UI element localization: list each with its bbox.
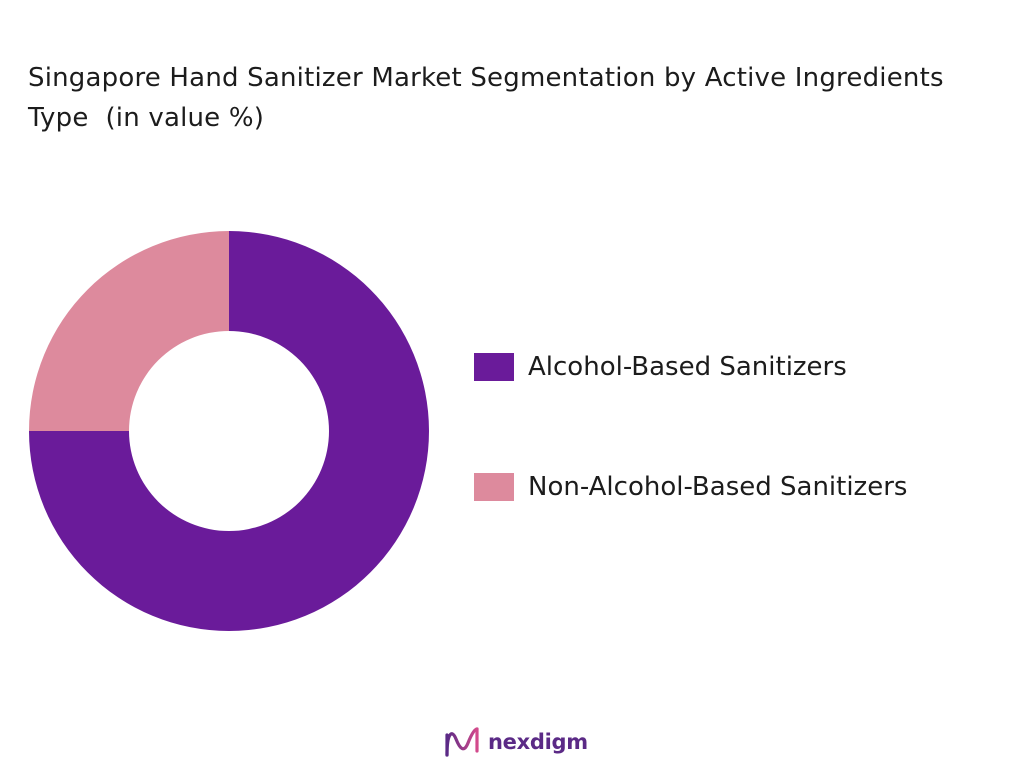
legend-item-alcohol-based: Alcohol-Based Sanitizers [474, 347, 907, 387]
chart-legend: Alcohol-Based Sanitizers Non-Alcohol-Bas… [474, 347, 907, 507]
brand-logo: nexdigm [444, 722, 588, 762]
nexdigm-wave-logo-icon [445, 727, 479, 757]
legend-label-alcohol-based: Alcohol-Based Sanitizers [528, 352, 847, 382]
legend-label-non-alcohol-based: Non-Alcohol-Based Sanitizers [528, 472, 908, 502]
donut-slice-alcohol-based-sanitizers [29, 231, 429, 631]
legend-swatch-non-alcohol-based [474, 473, 514, 501]
legend-item-non-alcohol-based: Non-Alcohol-Based Sanitizers [474, 467, 907, 507]
chart-title: Singapore Hand Sanitizer Market Segmenta… [28, 63, 953, 133]
donut-slice-non-alcohol-based-sanitizers [29, 231, 229, 431]
brand-name: nexdigm [488, 730, 588, 754]
legend-swatch-alcohol-based [474, 353, 514, 381]
